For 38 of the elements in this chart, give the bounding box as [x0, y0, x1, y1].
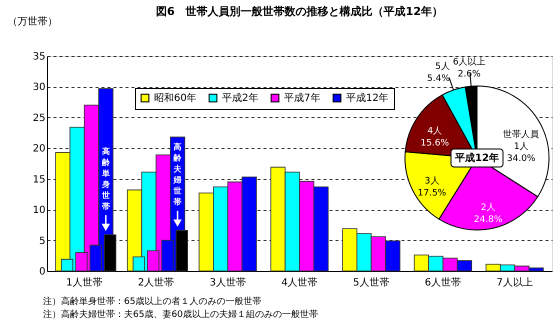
y-tick-label: 20	[32, 144, 46, 155]
legend-label: 平成2年	[222, 92, 258, 104]
x-tick-label: 3人世帯	[210, 276, 246, 288]
annotation: 高齢夫婦世帯	[172, 142, 183, 207]
y-tick-label: 0	[39, 266, 46, 278]
slice-label: 5人	[435, 61, 450, 72]
annotation: 平成12年	[454, 152, 499, 164]
legend-label: 昭和60年	[154, 92, 197, 104]
text: 注）高齢単身世帯：65歳以上の者１人のみの一般世帯	[43, 296, 262, 307]
y-tick-label: 10	[32, 205, 46, 216]
text: 注）高齢夫婦世帯：夫65歳、妻60歳以上の夫婦１組のみの一般世帯	[43, 309, 318, 320]
legend-label: 平成12年	[346, 92, 389, 104]
slice-label: 3人	[424, 176, 440, 187]
x-tick-label: 1人世帯	[66, 276, 102, 288]
x-tick-label: 5人世帯	[353, 276, 390, 288]
chart-title: 図6 世帯人員別一般世帯数の推移と構成比（平成12年）	[156, 5, 443, 18]
data-label: 15.6%	[420, 138, 450, 149]
slice-label: 2人	[480, 202, 496, 214]
data-label: 2.6%	[458, 69, 482, 80]
y-tick-label: 35	[32, 52, 46, 62]
slice-label: 世帯人員 1人	[503, 128, 540, 152]
y-axis-title: （万世帯）	[8, 16, 58, 28]
legend-label: 平成7年	[284, 92, 320, 104]
slice-label: 4人	[427, 126, 442, 137]
x-tick-label: 4人世帯	[281, 276, 318, 288]
y-tick-label: 5	[39, 236, 46, 247]
y-tick-label: 15	[32, 174, 46, 186]
data-label: 17.5%	[418, 188, 447, 199]
x-tick-label: 6人世帯	[424, 276, 462, 288]
slice-label: 6人以上	[452, 56, 486, 68]
data-label: 34.0%	[506, 154, 536, 164]
x-tick-label: 7人以上	[496, 276, 533, 288]
y-tick-label: 30	[32, 82, 46, 94]
data-label: 5.4%	[427, 74, 450, 84]
x-tick-label: 2人世帯	[138, 276, 174, 288]
annotation: 高齢単身世帯	[100, 146, 111, 211]
data-label: 24.8%	[474, 215, 503, 226]
y-tick-label: 25	[32, 112, 46, 124]
